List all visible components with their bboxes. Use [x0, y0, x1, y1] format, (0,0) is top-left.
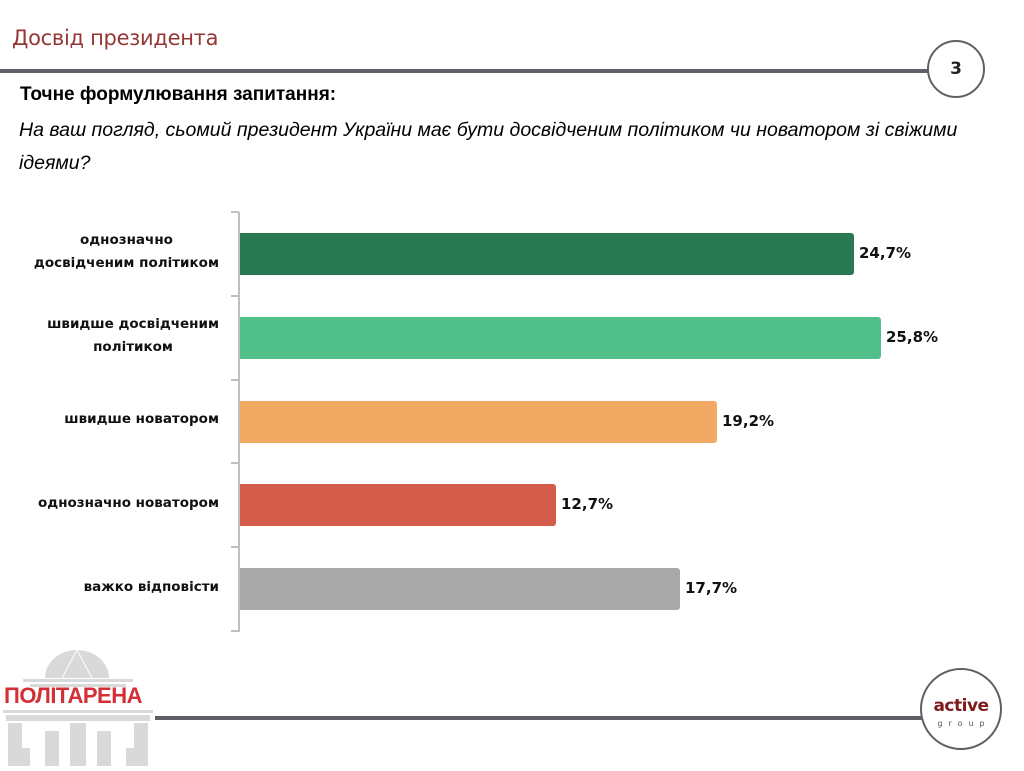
data-label: 12,7%: [561, 495, 614, 513]
active-group-logo-sub: group: [937, 719, 991, 728]
axis-tick: [231, 295, 239, 297]
category-label-line: політиком: [93, 339, 173, 355]
category-label-line: швидше досвідченим: [47, 316, 219, 332]
axis-tick: [231, 546, 239, 548]
category-label: однозначно новатором: [38, 492, 219, 515]
bar: [240, 317, 881, 359]
data-label: 19,2%: [722, 412, 775, 430]
axis-tick: [231, 630, 239, 632]
parliament-building-icon: [3, 649, 153, 766]
question-label: Точне формулювання запитання:: [20, 84, 337, 105]
politarena-logo: ПОЛІТАРЕНА: [0, 645, 155, 766]
question-text: На ваш погляд, сьомий президент України …: [19, 119, 958, 174]
data-label: 25,8%: [886, 328, 939, 346]
category-label: швидше новатором: [64, 408, 219, 431]
data-label: 17,7%: [685, 579, 738, 597]
active-group-logo: active group: [920, 668, 1002, 750]
bar: [240, 484, 556, 526]
axis-tick: [231, 462, 239, 464]
axis-tick: [231, 211, 239, 213]
data-label: 24,7%: [859, 244, 912, 262]
bar-chart: 24,7% однозначно досвідченим політиком 25,8…: [0, 200, 1024, 640]
page-number: 3: [927, 40, 985, 98]
top-divider: [0, 69, 930, 73]
politarena-logo-text: ПОЛІТАРЕНА: [4, 683, 143, 708]
category-label-line: однозначно новатором: [38, 495, 219, 511]
y-axis-line: [238, 212, 240, 632]
axis-tick: [231, 379, 239, 381]
bar: [240, 568, 680, 610]
category-label: швидше досвідченим політиком: [47, 313, 219, 359]
category-label-line: однозначно: [79, 232, 173, 248]
active-group-logo-main: active: [933, 696, 989, 716]
category-label-line: досвідченим політиком: [33, 255, 219, 271]
category-label-line: важко відповісти: [83, 579, 219, 595]
bottom-divider: [155, 716, 925, 720]
bar: [240, 233, 854, 275]
slide-title: Досвід президента: [12, 26, 219, 50]
category-label: важко відповісти: [84, 576, 219, 599]
category-label-line: швидше новатором: [64, 411, 219, 427]
category-label: однозначно досвідченим політиком: [34, 229, 219, 275]
bar: [240, 401, 717, 443]
